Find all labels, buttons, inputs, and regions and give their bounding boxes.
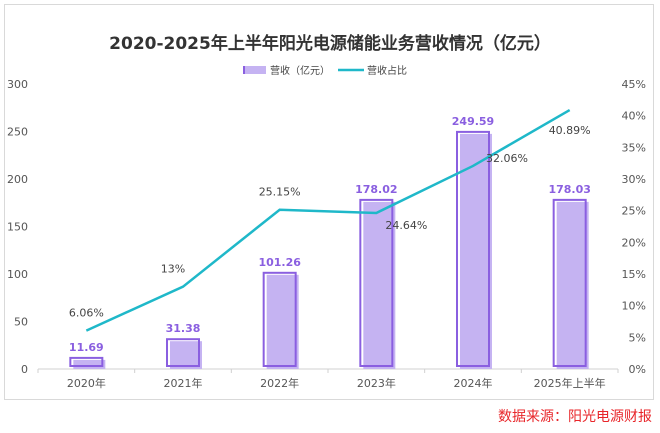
left-axis-tick-label: 100 — [7, 268, 28, 281]
x-axis-tick-label: 2021年 — [164, 376, 203, 390]
left-axis-tick-label: 150 — [7, 221, 28, 234]
bar — [170, 341, 202, 369]
right-axis-tick-label: 30% — [622, 173, 646, 186]
left-axis-tick-label: 300 — [7, 78, 28, 91]
bar-outline — [359, 198, 394, 367]
left-axis-tick-label: 250 — [7, 126, 28, 139]
x-axis-tick-label: 2020年 — [67, 376, 106, 390]
bar-outline — [69, 356, 104, 368]
bar-data-label: 178.03 — [548, 183, 590, 196]
bar-outline — [262, 271, 297, 368]
right-axis-tick-label: 40% — [622, 110, 646, 123]
chart-title: 2020-2025年上半年阳光电源储能业务营收情况（亿元） — [109, 34, 551, 54]
bar — [266, 274, 299, 369]
x-axis-tick-label: 2022年 — [260, 376, 299, 390]
bar — [556, 201, 589, 369]
right-axis-tick-label: 5% — [629, 331, 646, 344]
x-axis-tick-label: 2024年 — [454, 376, 493, 390]
bar-data-label: 11.69 — [69, 341, 104, 354]
line-data-label: 40.89% — [549, 124, 591, 137]
right-axis-tick-label: 0% — [629, 363, 646, 376]
bar-data-label: 101.26 — [258, 256, 301, 269]
line-data-label: 32.06% — [486, 152, 528, 165]
legend-bar-swatch — [244, 66, 266, 74]
bar-outline — [456, 130, 490, 367]
line-data-label: 6.06% — [69, 307, 104, 320]
line-data-label: 25.15% — [259, 186, 301, 199]
right-axis-tick-label: 45% — [622, 78, 646, 91]
legend-line-label: 营收占比 — [367, 64, 407, 77]
left-axis-tick-label: 200 — [7, 173, 28, 186]
bar — [460, 133, 492, 369]
right-axis-tick-label: 20% — [622, 236, 646, 249]
bar-data-label: 249.59 — [452, 115, 494, 128]
left-axis-tick-label: 50 — [14, 316, 28, 329]
bar-outline — [166, 338, 200, 367]
line-data-label: 24.64% — [385, 219, 427, 232]
x-axis-tick-label: 2025年上半年 — [534, 376, 606, 390]
legend-bar-swatch-outline — [243, 66, 245, 74]
line-data-label: 13% — [161, 263, 185, 276]
bar — [73, 359, 106, 369]
right-axis-tick-label: 10% — [622, 300, 646, 313]
bar-outline — [552, 198, 587, 367]
right-axis-tick-label: 25% — [622, 205, 646, 218]
bar — [363, 201, 396, 369]
chart-frame — [4, 4, 654, 400]
x-axis-tick-label: 2023年 — [357, 376, 396, 390]
right-axis-tick-label: 35% — [622, 141, 646, 154]
line-series — [85, 108, 571, 332]
bar-data-label: 178.02 — [355, 183, 397, 196]
right-axis-tick-label: 15% — [622, 268, 646, 281]
legend-bar-label: 营收（亿元） — [270, 64, 330, 77]
bar-data-label: 31.38 — [166, 322, 201, 335]
left-axis-tick-label: 0 — [21, 363, 28, 376]
source-note: 数据来源：阳光电源财报 — [498, 409, 652, 425]
